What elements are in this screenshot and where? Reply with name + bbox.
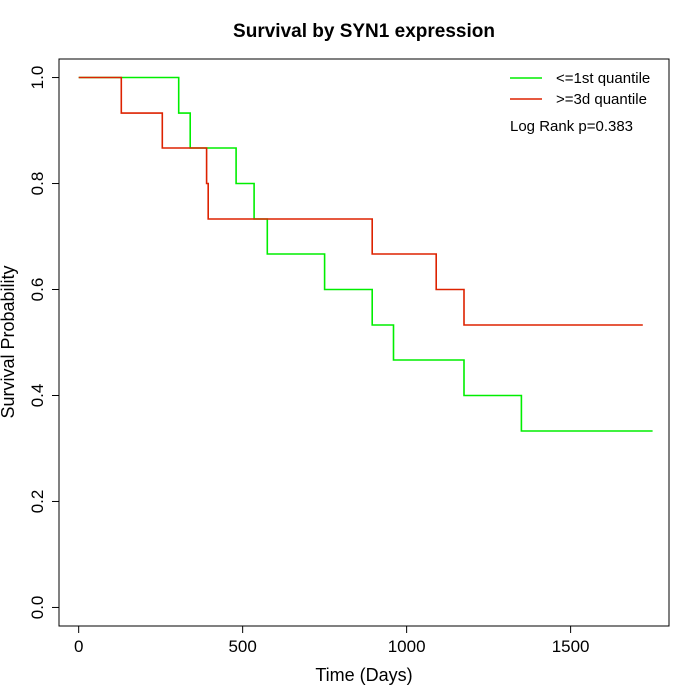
y-tick-label: 0.2 <box>28 490 47 514</box>
y-axis-label: Survival Probability <box>0 265 18 418</box>
y-tick-label: 0.0 <box>28 596 47 620</box>
y-tick-label: 0.4 <box>28 384 47 408</box>
y-tick-label: 0.6 <box>28 278 47 302</box>
curve-low-quantile <box>78 76 653 432</box>
y-tick-label: 1.0 <box>28 66 47 90</box>
plot-frame <box>58 58 670 627</box>
x-tick-label: 500 <box>228 637 256 656</box>
y-tick-label: 0.8 <box>28 172 47 196</box>
legend: <=1st quantile >=3d quantile <box>510 70 650 108</box>
x-axis: 0 500 1000 1500 <box>74 625 590 656</box>
legend-label-low: <=1st quantile <box>556 70 650 87</box>
x-tick-label: 1500 <box>552 637 590 656</box>
curve-high-quantile <box>78 76 643 326</box>
legend-label-high: >=3d quantile <box>556 91 647 108</box>
chart-title: Survival by SYN1 expression <box>233 21 495 42</box>
x-tick-label: 0 <box>74 637 83 656</box>
x-axis-label: Time (Days) <box>315 665 412 685</box>
log-rank-annotation: Log Rank p=0.383 <box>510 118 633 135</box>
y-axis: 0.0 0.2 0.4 0.6 0.8 1.0 <box>28 66 60 620</box>
survival-curves <box>78 76 653 432</box>
x-tick-label: 1000 <box>388 637 426 656</box>
